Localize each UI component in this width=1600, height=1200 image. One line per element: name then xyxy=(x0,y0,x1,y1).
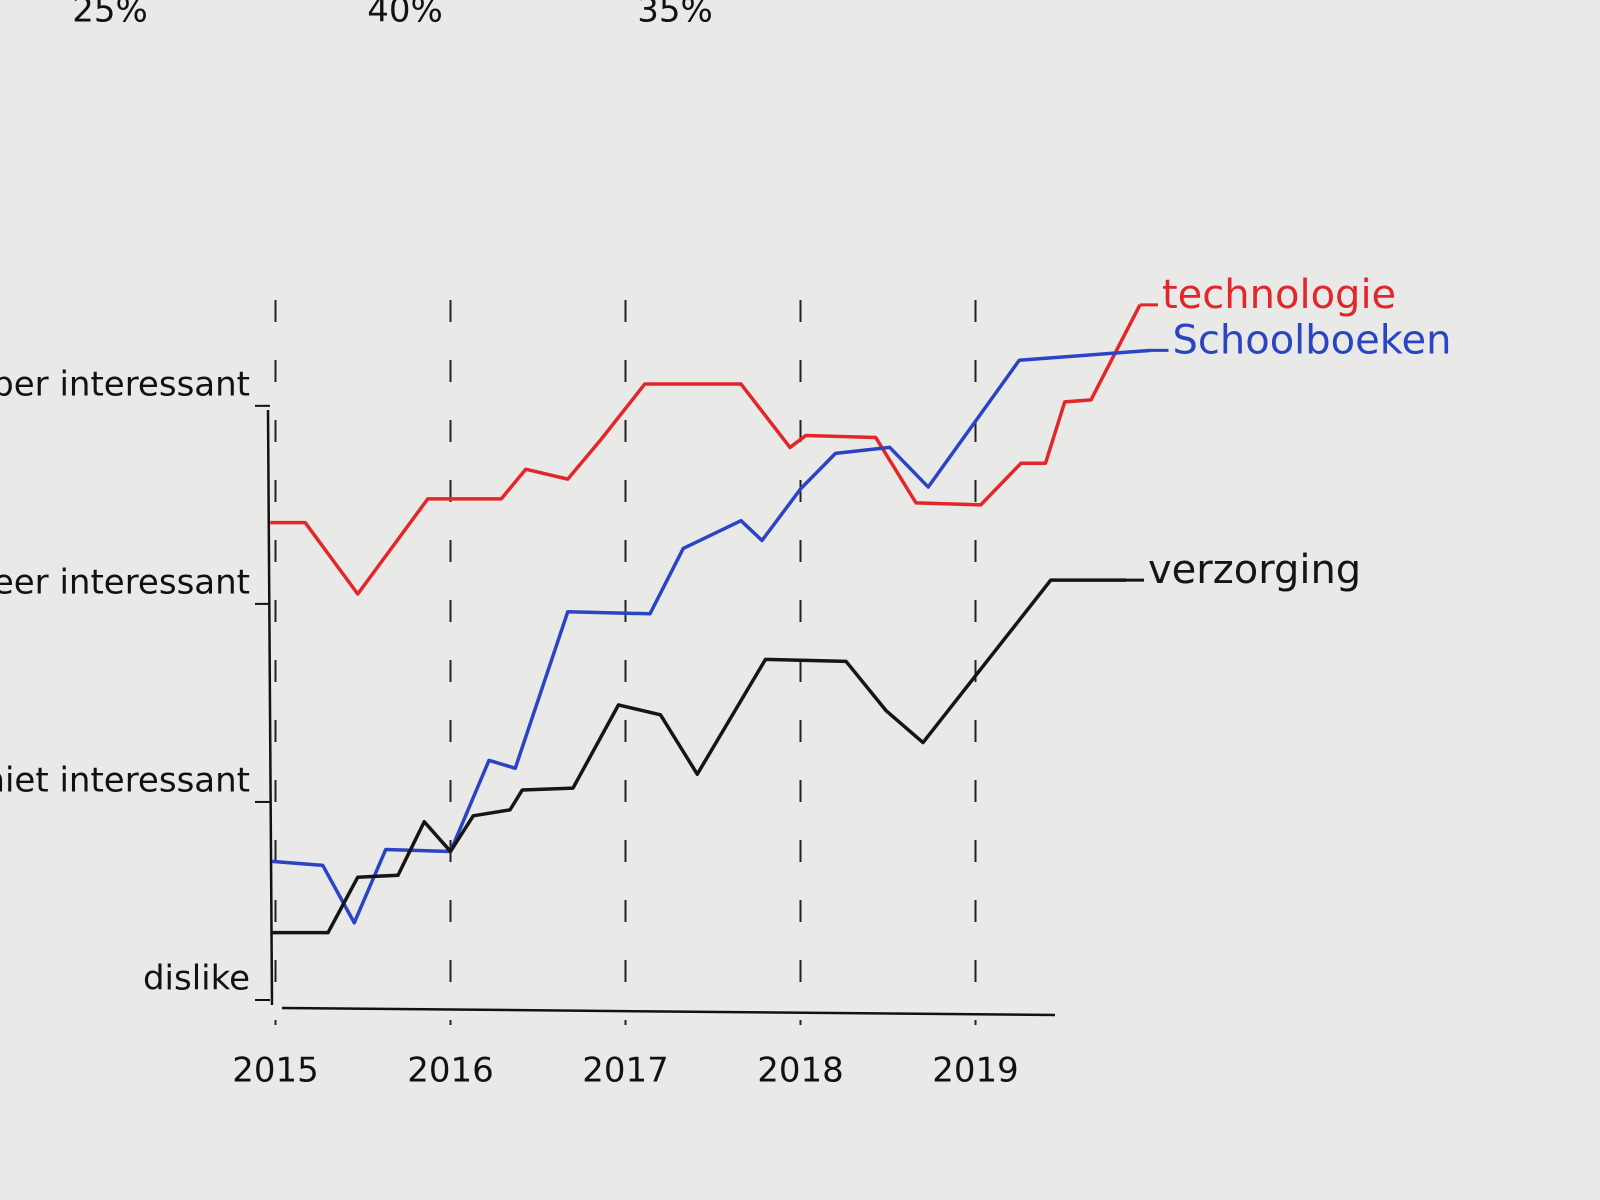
line xyxy=(272,578,1126,935)
x-tick-label: 2015 xyxy=(232,1051,319,1091)
x-tick-label: 2019 xyxy=(932,1051,1019,1091)
y-axis xyxy=(266,409,274,1006)
legend-label: verzorging xyxy=(1148,547,1361,593)
line xyxy=(271,348,1151,925)
legend-label: Schoolboeken xyxy=(1173,317,1452,363)
x-tick-label: 2016 xyxy=(407,1051,494,1091)
y-tick-label: dislike xyxy=(143,959,250,999)
x-axis xyxy=(281,1006,1056,1017)
annotation: 35% xyxy=(637,0,713,31)
y-tick-label: super interessant xyxy=(0,364,250,404)
legend-label: technologie xyxy=(1162,272,1396,318)
x-tick-label: 2018 xyxy=(757,1051,844,1091)
y-tick-label: meer interessant xyxy=(0,562,250,602)
line xyxy=(270,304,1142,596)
annotation: 40% xyxy=(367,0,443,31)
x-tick-label: 2017 xyxy=(582,1051,669,1091)
annotation: 25% xyxy=(72,0,148,31)
y-tick-label: niet interessant xyxy=(0,760,250,800)
